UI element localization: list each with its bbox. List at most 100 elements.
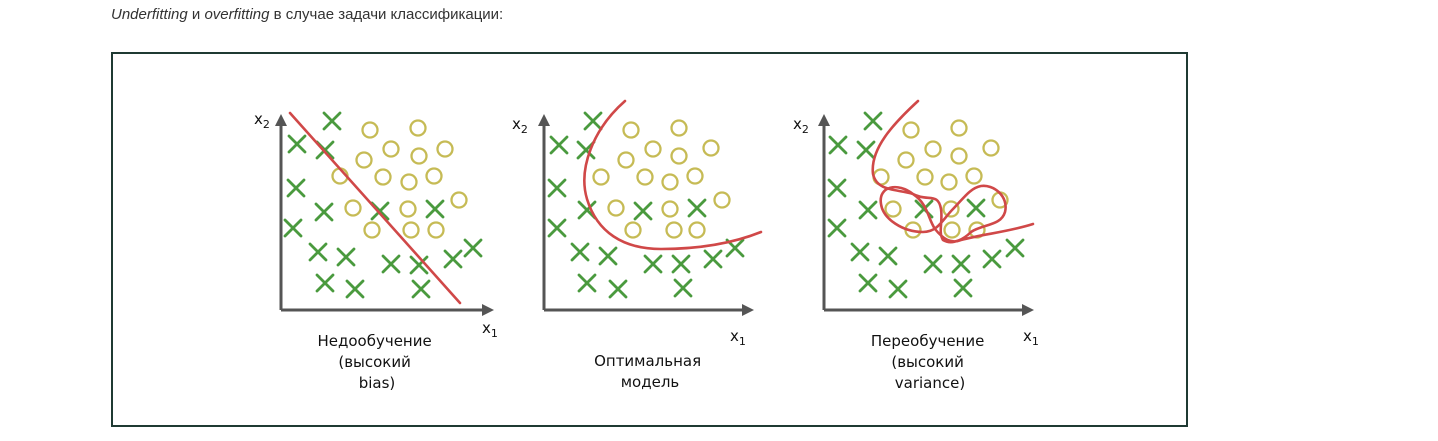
- x-class-point: [858, 273, 878, 293]
- panel-label-overfitting: Переобучение (высокий variance): [871, 332, 989, 392]
- x-class-point: [982, 249, 1002, 269]
- o-class-point: [902, 121, 920, 139]
- o-class-point: [410, 147, 428, 165]
- caption-rest: в случае задачи классификации:: [269, 6, 504, 23]
- label-text: (высокий: [891, 353, 964, 371]
- x-class-point: [463, 238, 483, 258]
- x-class-point: [287, 134, 307, 154]
- figure-caption: Underfitting и overfitting в случае зада…: [111, 6, 503, 23]
- x-class-point: [966, 198, 986, 218]
- label-text: Недообучение: [317, 332, 431, 350]
- x-class-point: [583, 111, 603, 131]
- x-class-point: [549, 135, 569, 155]
- o-class-point: [661, 173, 679, 191]
- o-class-point: [670, 147, 688, 165]
- label-text: x: [730, 327, 739, 345]
- x-class-point: [863, 111, 883, 131]
- label-text: 1: [739, 335, 746, 348]
- label-text: (высокий: [338, 353, 411, 371]
- x-class-point: [286, 178, 306, 198]
- o-class-point: [361, 121, 379, 139]
- panel-label-optimal: Оптимальная модель: [594, 352, 706, 391]
- x-class-point: [687, 198, 707, 218]
- label-text: bias): [359, 374, 396, 392]
- o-class-point: [702, 139, 720, 157]
- caption-overfitting: overfitting: [204, 6, 270, 23]
- o-class-point: [950, 147, 968, 165]
- x-class-point: [878, 246, 898, 266]
- label-text: x: [482, 319, 491, 337]
- o-class-point: [607, 199, 625, 217]
- o-class-point: [982, 139, 1000, 157]
- o-class-point: [355, 151, 373, 169]
- caption-and: и: [187, 6, 205, 23]
- x-class-point: [671, 254, 691, 274]
- boundary-underfitting: [288, 111, 462, 305]
- boundary-overfitting: [871, 99, 1035, 244]
- o-class-point: [644, 140, 662, 158]
- label-text: 2: [521, 123, 528, 136]
- x-class-point: [827, 178, 847, 198]
- y-axis-label-underfitting: x2: [254, 110, 270, 131]
- label-text: 2: [802, 123, 809, 136]
- o-class-point: [624, 221, 642, 239]
- label-text: x: [512, 115, 521, 133]
- x-axis-label-optimal: x1: [730, 327, 746, 348]
- o-class-point: [636, 168, 654, 186]
- x-axis-label-underfitting: x1: [482, 319, 498, 340]
- o-class-point: [670, 119, 688, 137]
- o-class-point: [661, 200, 679, 218]
- label-text: модель: [621, 373, 680, 391]
- x-class-point: [858, 200, 878, 220]
- class-o-points-optimal: [592, 119, 731, 239]
- x-class-point: [1005, 238, 1025, 258]
- panel-overfitting: x2 x1: [793, 99, 1039, 392]
- x-class-point: [633, 201, 653, 221]
- label-text: x: [1023, 327, 1032, 345]
- caption-underfitting: Underfitting: [111, 6, 188, 23]
- o-class-point: [374, 168, 392, 186]
- o-class-point: [916, 168, 934, 186]
- panel-optimal: x2 x1: [512, 99, 763, 391]
- x-class-point: [643, 254, 663, 274]
- label-text: 1: [491, 327, 498, 340]
- o-class-point: [344, 199, 362, 217]
- x-class-point: [570, 242, 590, 262]
- label-text: x: [254, 110, 263, 128]
- class-o-points-underfitting: [331, 119, 468, 239]
- o-class-point: [665, 221, 683, 239]
- o-class-point: [402, 221, 420, 239]
- o-class-point: [592, 168, 610, 186]
- o-class-point: [713, 191, 731, 209]
- o-class-point: [884, 200, 902, 218]
- x-class-point: [953, 278, 973, 298]
- label-text: Оптимальная: [594, 352, 701, 370]
- x-class-point: [336, 247, 356, 267]
- label-text: Переобучение: [871, 332, 984, 350]
- x-class-point: [425, 199, 445, 219]
- label-text: 1: [1032, 335, 1039, 348]
- o-class-point: [363, 221, 381, 239]
- x-class-point: [381, 254, 401, 274]
- o-class-point: [400, 173, 418, 191]
- x-axis-label-overfitting: x1: [1023, 327, 1039, 348]
- o-class-point: [450, 191, 468, 209]
- o-class-point: [427, 221, 445, 239]
- o-class-point: [617, 151, 635, 169]
- x-class-point: [315, 273, 335, 293]
- o-class-point: [409, 119, 427, 137]
- x-class-point: [850, 242, 870, 262]
- o-class-point: [950, 119, 968, 137]
- x-class-point: [283, 218, 303, 238]
- o-class-point: [940, 173, 958, 191]
- o-class-point: [425, 167, 443, 185]
- x-class-point: [577, 273, 597, 293]
- o-class-point: [436, 140, 454, 158]
- x-class-point: [856, 140, 876, 160]
- label-text: x: [793, 115, 802, 133]
- x-class-point: [443, 249, 463, 269]
- x-class-point: [703, 249, 723, 269]
- x-class-point: [673, 278, 693, 298]
- o-class-point: [622, 121, 640, 139]
- o-class-point: [382, 140, 400, 158]
